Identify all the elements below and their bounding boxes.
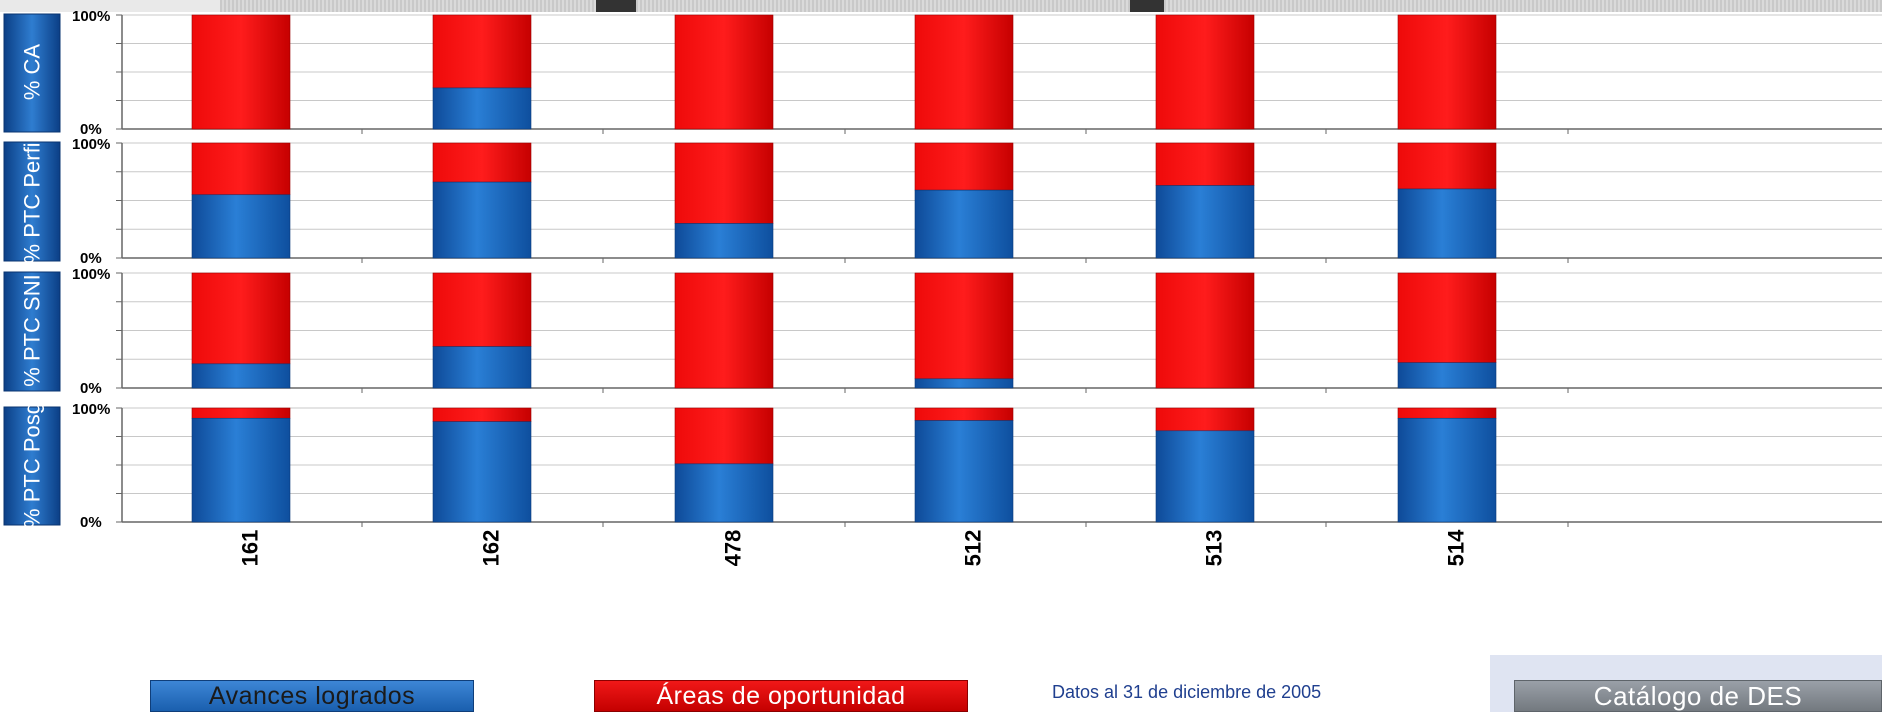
bar-areas-oportunidad	[914, 407, 1014, 421]
bar-areas-oportunidad	[1155, 142, 1255, 186]
y-tick-label-top: 100%	[72, 401, 110, 418]
panel-ylabel-text: % PTC SNI	[20, 274, 45, 386]
bar-areas-oportunidad	[674, 142, 774, 224]
panel-ylabel: % PTC Posg	[3, 402, 61, 528]
panel-ylabel: % PTC SNI	[3, 271, 61, 392]
panel-ylabel: % PTC Perfil	[3, 138, 61, 264]
panel-ylabel-text: % CA	[20, 44, 45, 101]
y-tick-label-bottom: 0%	[80, 250, 102, 267]
bar-areas-oportunidad	[432, 14, 532, 89]
chart-panel: % PTC SNI 100% 0%	[3, 266, 1882, 397]
top-strip-dark-bar	[1130, 0, 1164, 12]
x-category-label: 514	[1444, 529, 1469, 566]
bar-areas-oportunidad	[191, 407, 291, 419]
legend-avances-logrados[interactable]: Avances logrados	[150, 680, 474, 712]
bar-areas-oportunidad	[1397, 272, 1497, 363]
bar-avances-logrados	[674, 463, 774, 523]
bar-avances-logrados	[191, 363, 291, 389]
top-strip-light-block	[0, 0, 220, 12]
bar-areas-oportunidad	[432, 407, 532, 422]
bar-avances-logrados	[432, 421, 532, 523]
y-tick-label-top: 100%	[72, 266, 110, 283]
bar-avances-logrados	[1155, 185, 1255, 259]
x-category-label: 162	[479, 530, 504, 567]
bar-areas-oportunidad	[674, 407, 774, 465]
legend-avances-label: Avances logrados	[208, 681, 416, 710]
chart-panel: % PTC Perfil 100% 0%	[3, 136, 1882, 267]
y-tick-label-bottom: 0%	[80, 380, 102, 397]
x-category-label: 513	[1202, 530, 1227, 567]
bar-avances-logrados	[1397, 188, 1497, 259]
bar-areas-oportunidad	[1397, 142, 1497, 190]
bar-areas-oportunidad	[191, 142, 291, 196]
catalogo-de-des-button[interactable]: Catálogo de DES	[1514, 680, 1882, 712]
bar-avances-logrados	[1397, 362, 1497, 389]
bar-areas-oportunidad	[1155, 407, 1255, 432]
chart-panel: % PTC Posg 100% 0%	[3, 401, 1882, 531]
x-category-label: 161	[238, 530, 263, 567]
bar-areas-oportunidad	[432, 142, 532, 183]
bar-avances-logrados	[674, 223, 774, 259]
bar-areas-oportunidad	[191, 14, 291, 130]
catalog-button-label: Catálogo de DES	[1593, 680, 1803, 711]
bar-avances-logrados	[914, 378, 1014, 389]
bar-areas-oportunidad	[674, 272, 774, 389]
top-strip	[0, 0, 1882, 12]
bar-avances-logrados	[914, 189, 1014, 259]
top-strip-dark-bar	[596, 0, 636, 12]
bar-areas-oportunidad	[1155, 272, 1255, 389]
bar-areas-oportunidad	[914, 272, 1014, 380]
y-tick-label-top: 100%	[72, 136, 110, 153]
bar-avances-logrados	[1155, 430, 1255, 523]
bar-avances-logrados	[1397, 417, 1497, 523]
data-date-note: Datos al 31 de diciembre de 2005	[1052, 682, 1322, 702]
bar-avances-logrados	[191, 417, 291, 523]
bar-avances-logrados	[191, 194, 291, 259]
bar-avances-logrados	[432, 346, 532, 389]
legend-areas-label: Áreas de oportunidad	[656, 681, 906, 710]
panel-ylabel: % CA	[3, 13, 61, 133]
x-category-label: 478	[721, 530, 746, 567]
y-tick-label-top: 100%	[72, 8, 110, 25]
bar-areas-oportunidad	[914, 142, 1014, 191]
bar-areas-oportunidad	[1155, 14, 1255, 130]
bar-avances-logrados	[432, 87, 532, 130]
bar-areas-oportunidad	[674, 14, 774, 130]
bar-areas-oportunidad	[432, 272, 532, 347]
bar-areas-oportunidad	[1397, 407, 1497, 419]
panel-ylabel-text: % PTC Posg	[20, 402, 45, 528]
bar-areas-oportunidad	[191, 272, 291, 365]
bar-areas-oportunidad	[1397, 14, 1497, 130]
y-tick-label-bottom: 0%	[80, 121, 102, 138]
bar-avances-logrados	[914, 420, 1014, 523]
x-category-label: 512	[961, 530, 986, 567]
bar-areas-oportunidad	[914, 14, 1014, 130]
chart-panel: % CA 100% 0%	[3, 8, 1882, 138]
panel-ylabel-text: % PTC Perfil	[20, 138, 45, 264]
legend-areas-de-oportunidad[interactable]: Áreas de oportunidad	[594, 680, 968, 712]
y-tick-label-bottom: 0%	[80, 514, 102, 531]
bar-avances-logrados	[432, 181, 532, 259]
